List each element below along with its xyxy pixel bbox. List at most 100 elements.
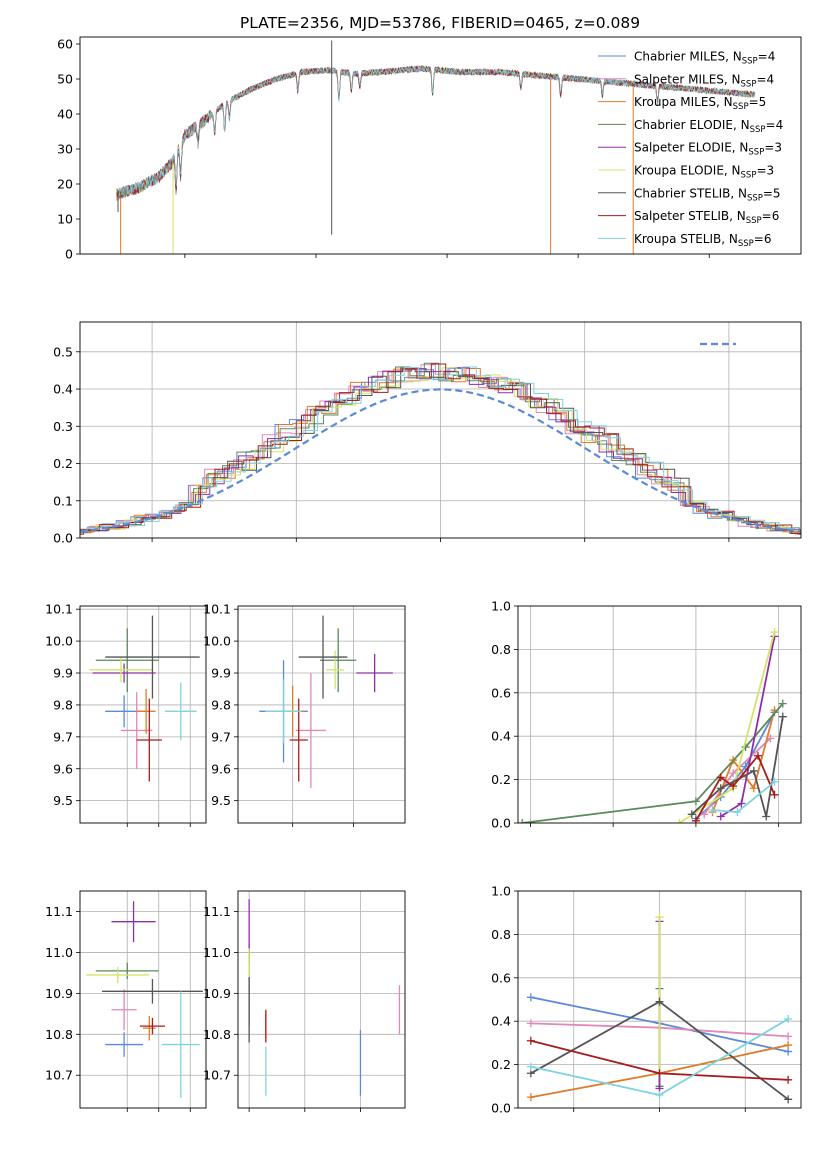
legend-entry: Salpeter MILES, NSSP=4 (634, 72, 774, 89)
series-marker (655, 1069, 664, 1078)
series-marker (526, 1093, 535, 1102)
y-tick-label: 0.4 (491, 1014, 511, 1029)
legend-entry: Kroupa MILES, NSSP=5 (634, 95, 766, 112)
series-marker (762, 812, 771, 821)
series-marker (526, 993, 535, 1002)
legend-sub: SSP (746, 216, 762, 226)
series-marker (770, 790, 779, 799)
y-tick-label: 9.9 (53, 666, 73, 681)
legend-entry: Kroupa ELODIE, NSSP=3 (634, 164, 774, 181)
figure-title: PLATE=2356, MJD=53786, FIBERID=0465, z=0… (240, 14, 640, 32)
series-marker (687, 810, 696, 819)
mw_vs_age-frame (517, 605, 802, 824)
legend-tail: =4 (756, 72, 774, 86)
legend-sub: SSP (733, 102, 749, 112)
legend-label: Salpeter MILES, N (634, 72, 741, 86)
y-tick-label: 11.0 (203, 945, 231, 960)
series-marker (526, 1019, 535, 1028)
legend-sub: SSP (741, 79, 757, 89)
y-tick-label: 0.0 (53, 531, 73, 546)
mw_vs_z-plot-area (518, 891, 801, 1108)
residuals-frame (79, 321, 802, 539)
legend-sub: SSP (747, 193, 763, 203)
y-tick-label: 9.6 (53, 761, 73, 776)
y-tick-label: 11.1 (203, 904, 231, 919)
legend-entry: Chabrier STELIB, NSSP=5 (634, 186, 781, 203)
y-tick-label: 0.3 (53, 419, 73, 434)
series-marker (716, 812, 725, 821)
legend-tail: =5 (763, 186, 781, 200)
legend-entry: Chabrier ELODIE, NSSP=4 (634, 118, 783, 135)
legend-sub: SSP (750, 125, 766, 135)
y-tick-label: 10.1 (203, 602, 231, 617)
y-tick-label: 0.8 (491, 927, 511, 942)
y-tick-label: 0.0 (491, 1101, 511, 1116)
series-marker (733, 808, 742, 817)
y-tick-label: 40 (57, 107, 73, 122)
mw_vs_age-plot-area (518, 606, 801, 823)
spectrum-frame (79, 36, 802, 255)
legend-label: Kroupa STELIB, N (634, 232, 738, 246)
legend-entry: Salpeter ELODIE, NSSP=3 (634, 141, 782, 158)
legend-tail: =4 (766, 118, 784, 132)
y-tick-label: 11.1 (45, 904, 73, 919)
series-marker (729, 769, 738, 778)
y-tick-label: 0.2 (491, 772, 511, 787)
legend-label: Chabrier ELODIE, N (634, 118, 750, 132)
y-tick-label: 10.0 (203, 634, 231, 649)
series-marker (749, 766, 758, 775)
y-tick-label: 0.4 (53, 382, 73, 397)
series-marker (784, 1032, 793, 1041)
y-tick-label: 0.6 (491, 970, 511, 985)
series-marker (526, 1062, 535, 1071)
age_vs_z-frame (79, 605, 207, 824)
legend-label: Chabrier MILES, N (634, 50, 742, 64)
series-marker (778, 699, 787, 708)
legend-tail: =3 (756, 164, 774, 178)
y-tick-label: 0.4 (491, 729, 511, 744)
age_vs_z-panel: 9.5 9.6 9.7 9.8 9.9 10.0 10.1 (45, 602, 207, 827)
series-marker (729, 782, 738, 791)
mw_vs_z-panel: 0.0 0.2 0.4 0.6 0.8 1.0 (491, 884, 802, 1116)
histogram-salpeter_miles (80, 364, 801, 535)
series-marker (753, 751, 762, 760)
y-tick-label: 0.6 (491, 685, 511, 700)
legend-tail: =3 (764, 141, 782, 155)
legend-label: Salpeter ELODIE, N (634, 141, 748, 155)
series-marker (700, 810, 709, 819)
histogram-chabrier_miles (80, 368, 801, 534)
series-marker (716, 773, 725, 782)
y-tick-label: 11.0 (45, 945, 73, 960)
y-tick-label: 0.2 (491, 1057, 511, 1072)
age_vs_z-plot-area (80, 606, 206, 823)
y-tick-label: 10 (57, 212, 73, 227)
series-marker (737, 799, 746, 808)
series-marker (784, 1015, 793, 1024)
series-marker (655, 913, 664, 922)
series-marker (749, 784, 758, 793)
mw_vs_z-frame (517, 890, 802, 1109)
y-tick-label: 9.6 (211, 761, 231, 776)
series-marker (778, 712, 787, 721)
residuals-plot-area (80, 322, 801, 538)
series-marker (526, 1036, 535, 1045)
y-tick-label: 9.5 (53, 793, 73, 808)
y-tick-label: 9.7 (211, 729, 231, 744)
legend-label: Salpeter STELIB, N (634, 209, 746, 223)
y-tick-label: 10.7 (203, 1068, 231, 1083)
histogram-kroupa_stelib (80, 366, 801, 532)
legend-entry: Chabrier MILES, NSSP=4 (634, 50, 775, 67)
y-tick-label: 9.7 (53, 729, 73, 744)
series-marker (770, 628, 779, 637)
mass_vs_ebv-frame (237, 890, 406, 1109)
y-tick-label: 20 (57, 177, 73, 192)
age_vs_mass-panel: 9.5 9.6 9.7 9.8 9.9 10.0 10.1 (203, 602, 406, 827)
y-tick-label: 1.0 (491, 884, 511, 899)
legend-entry: Salpeter STELIB, NSSP=6 (634, 209, 779, 226)
residuals-panel: 0.0 0.1 0.2 0.3 0.4 0.5 (53, 321, 802, 546)
y-tick-label: 0.1 (53, 493, 73, 508)
y-tick-label: 1.0 (491, 599, 511, 614)
mass_vs_z-panel: 10.7 10.8 10.9 11.0 11.1 (45, 890, 207, 1112)
legend-label: Chabrier STELIB, N (634, 186, 747, 200)
